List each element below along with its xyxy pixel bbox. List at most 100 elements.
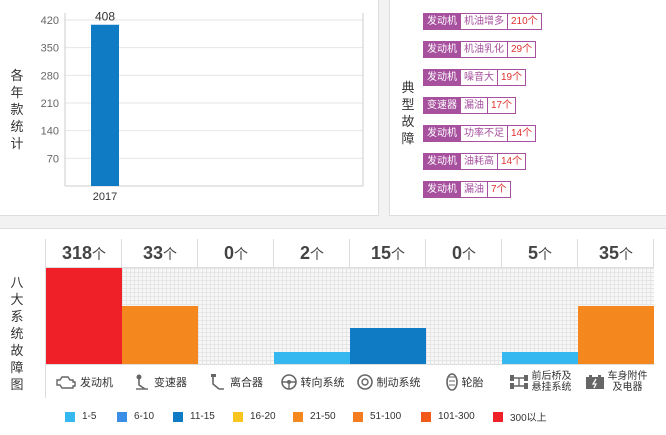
system-count-value: 33 [142, 243, 164, 263]
systems-fault-panel: 八大系统故障图 318个 发动机 33个 变速器 0个 离合器 2个 转向系统 15个 制动系统 0… [0, 228, 666, 435]
fault-count: 29个 [508, 41, 537, 58]
y-tick-label: 420 [41, 15, 59, 27]
legend-item: 16-20 [233, 409, 293, 424]
brake-disc-icon [356, 373, 377, 391]
legend-label: 1-5 [82, 411, 97, 422]
system-name-cell: 转向系统 [274, 364, 350, 398]
fault-item[interactable]: 发动机 噪音大 19个 [423, 69, 527, 86]
legend-swatch [173, 411, 183, 422]
fault-description: 漏油 [461, 181, 488, 198]
system-bar [578, 306, 654, 364]
fault-description: 机油乳化 [461, 41, 508, 58]
x-tick-label: 2017 [93, 191, 117, 203]
system-bar [350, 328, 426, 364]
system-count: 33个 [122, 239, 198, 268]
system-bar-area [46, 268, 122, 364]
system-bar-area [502, 268, 578, 364]
system-count: 15个 [350, 239, 426, 268]
fault-description: 噪音大 [461, 69, 498, 86]
system-bar [502, 352, 578, 364]
legend-swatch [421, 411, 431, 422]
system-bar-area [578, 268, 654, 364]
system-count-value: 0 [451, 243, 462, 263]
system-bar-area [122, 268, 198, 364]
legend-item: 300以上 [493, 409, 553, 424]
system-column[interactable]: 318个发动机 [46, 239, 122, 398]
legend-swatch [233, 411, 243, 422]
grid-left-border [45, 239, 46, 398]
legend-label: 51-100 [370, 411, 402, 422]
system-name: 发动机 [80, 376, 113, 389]
system-column[interactable]: 15个制动系统 [350, 239, 426, 398]
system-name-cell: 变速器 [122, 364, 198, 398]
gear-shifter-icon [133, 373, 154, 391]
fault-item[interactable]: 发动机 油耗高 14个 [423, 153, 527, 170]
engine-icon [55, 374, 80, 390]
system-name: 轮胎 [461, 376, 484, 389]
system-count-value: 2 [299, 243, 310, 263]
battery-icon [585, 374, 608, 390]
year-chart-ylabel: 各年款统计 [10, 68, 24, 151]
legend-swatch [293, 411, 303, 422]
system-name: 制动系统 [376, 376, 421, 389]
legend-label: 21-50 [310, 411, 336, 422]
system-column[interactable]: 5个 前后桥及悬挂系统 [502, 239, 578, 398]
legend-swatch [117, 411, 127, 422]
fault-description: 油耗高 [461, 153, 498, 170]
fault-description: 漏油 [461, 97, 488, 114]
system-count-unit: 个 [310, 246, 324, 262]
system-column[interactable]: 0个轮胎 [426, 239, 502, 398]
system-name-cell: 制动系统 [350, 364, 426, 398]
legend-item: 101-300 [421, 409, 493, 424]
legend-label: 300以上 [510, 413, 547, 424]
system-count-unit: 个 [538, 246, 552, 262]
system-name: 转向系统 [300, 376, 345, 389]
fault-count: 14个 [508, 125, 537, 142]
system-bar [274, 352, 350, 364]
fault-item[interactable]: 发动机 机油增多 210个 [423, 13, 542, 30]
system-count-unit: 个 [163, 246, 178, 262]
fault-description: 机油增多 [461, 13, 508, 30]
system-bar [122, 306, 198, 364]
legend-item: 1-5 [65, 409, 117, 424]
fault-category: 发动机 [423, 41, 461, 58]
fault-item[interactable]: 变速器 漏油 17个 [423, 97, 517, 114]
system-name-cell: 发动机 [46, 364, 122, 398]
legend-swatch [65, 411, 75, 422]
system-name: 前后桥及悬挂系统 [531, 370, 572, 393]
legend-item: 51-100 [353, 409, 421, 424]
system-name: 车身附件及电器 [607, 370, 648, 393]
systems-legend: 1-5 6-10 11-15 16-20 21-50 51-100 101-300 300以上 [65, 409, 553, 424]
system-count-unit: 个 [234, 246, 248, 262]
legend-item: 11-15 [173, 409, 233, 424]
system-bar-area [198, 268, 274, 364]
faults-label: 典型故障 [401, 80, 415, 146]
system-column[interactable]: 2个转向系统 [274, 239, 350, 398]
legend-item: 21-50 [293, 409, 353, 424]
system-bar-area [350, 268, 426, 364]
system-count-value: 318 [61, 243, 93, 263]
fault-category: 发动机 [423, 13, 461, 30]
system-count-unit: 个 [462, 246, 476, 262]
steering-wheel-icon [280, 373, 301, 391]
axle-icon [509, 373, 532, 391]
system-count-unit: 个 [92, 246, 107, 262]
tire-icon [445, 372, 462, 391]
fault-item[interactable]: 发动机 漏油 7个 [423, 181, 511, 198]
fault-item[interactable]: 发动机 功率不足 14个 [423, 125, 537, 142]
legend-swatch [493, 411, 503, 422]
fault-category: 发动机 [423, 69, 461, 86]
bar-value-label: 408 [95, 10, 115, 24]
year-stats-panel: 各年款统计 420 350 280 210 140 70 408 2017 [0, 0, 379, 216]
system-column[interactable]: 33个变速器 [122, 239, 198, 398]
system-count-unit: 个 [619, 246, 634, 262]
system-column[interactable]: 0个 离合器 [198, 239, 274, 398]
system-count: 318个 [46, 239, 122, 268]
legend-label: 11-15 [190, 411, 215, 422]
fault-description: 功率不足 [461, 125, 508, 142]
fault-item[interactable]: 发动机 机油乳化 29个 [423, 41, 537, 58]
system-count-value: 0 [223, 243, 234, 263]
y-tick-label: 350 [41, 43, 59, 55]
system-column[interactable]: 35个 车身附件及电器 [578, 239, 654, 398]
year-bar[interactable] [91, 24, 119, 186]
